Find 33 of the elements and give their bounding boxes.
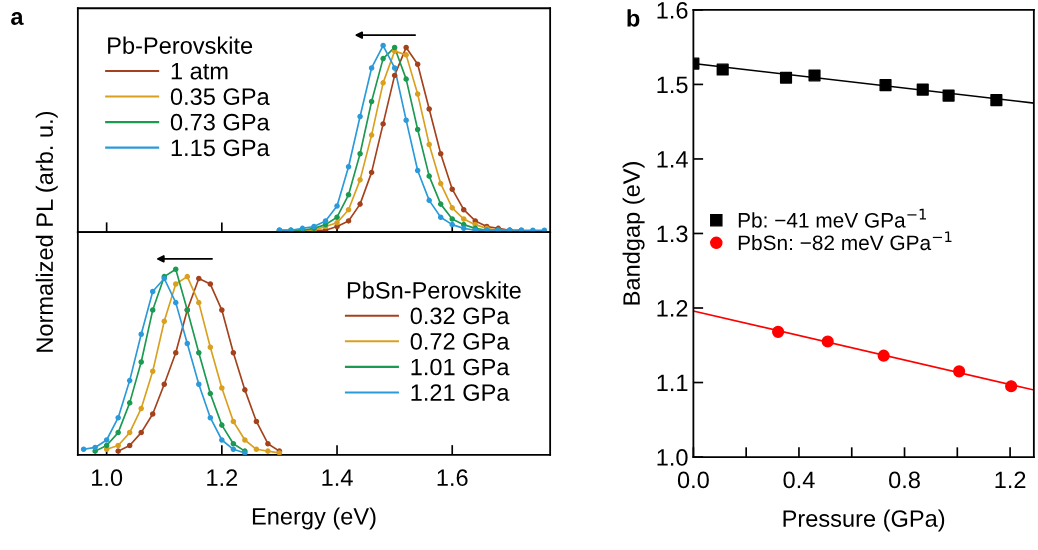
y-tick-label: 1.3 — [657, 225, 688, 243]
legend-label: 1.21 GPa — [411, 384, 510, 401]
text: b — [627, 9, 640, 27]
x-tick-label: 1.6 — [437, 469, 468, 487]
x-tick-label: 1.2 — [995, 471, 1026, 489]
x-tick-label: 0.0 — [677, 471, 709, 489]
x-tick-label: 1.2 — [207, 469, 238, 486]
y-tick-label: 1.4 — [657, 151, 688, 168]
x-tick-label: 1.4 — [322, 469, 353, 486]
x-axis-title: Energy (eV) — [252, 507, 376, 530]
legend-title: Pb-Perovskite — [108, 36, 253, 54]
y-axis-title: Normalized PL (arb. u.) — [35, 111, 58, 352]
x-tick-label: 0.8 — [889, 471, 920, 489]
legend-label: PbSn: −82 meV GPa$^{−1}$ — [738, 231, 952, 251]
y-tick-label: 1.1 — [657, 374, 688, 392]
y-tick-label: 1.6 — [657, 1, 688, 19]
legend-label: 1 atm — [171, 63, 228, 80]
x-tick-label: 0.4 — [783, 471, 815, 489]
legend-label: 0.32 GPa — [410, 307, 510, 325]
legend-label: Pb: −41 meV GPa$^{−1}$ — [738, 208, 926, 228]
y-tick-label: 1.0 — [657, 449, 688, 466]
legend-title: PbSn-Perovskite — [347, 281, 521, 299]
text: a — [11, 12, 24, 25]
y-tick-label: 1.5 — [657, 76, 688, 94]
y-axis-title: Bandgap (eV) — [622, 162, 645, 305]
legend-label: 0.73 GPa — [170, 113, 270, 131]
x-axis-title: Pressure (GPa) — [783, 509, 945, 532]
legend-label: 0.35 GPa — [170, 88, 270, 106]
legend-label: 0.72 GPa — [410, 333, 510, 350]
legend-label: 1.15 GPa — [171, 139, 270, 157]
x-tick-label: 1.0 — [92, 469, 123, 487]
legend-label: 1.01 GPa — [411, 358, 510, 376]
y-tick-label: 1.2 — [657, 300, 688, 317]
